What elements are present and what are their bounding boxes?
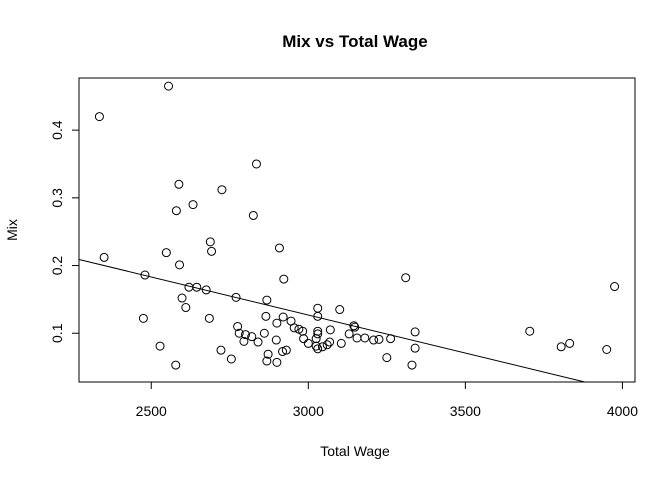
plot-frame bbox=[78, 77, 636, 383]
data-point bbox=[175, 260, 185, 270]
data-point bbox=[174, 179, 184, 189]
data-point bbox=[407, 360, 417, 370]
data-point bbox=[140, 270, 150, 280]
data-point bbox=[216, 345, 226, 355]
y-axis: 0.1 0.2 0.3 0.4 bbox=[49, 120, 80, 343]
data-point bbox=[279, 274, 289, 284]
data-point bbox=[164, 81, 174, 91]
data-point bbox=[374, 334, 384, 344]
data-point bbox=[171, 206, 181, 216]
data-point bbox=[261, 311, 271, 321]
data-point bbox=[311, 341, 321, 351]
data-point bbox=[602, 345, 612, 355]
data-point bbox=[278, 347, 288, 357]
data-point bbox=[322, 340, 332, 350]
data-point bbox=[251, 159, 261, 169]
data-point bbox=[299, 334, 309, 344]
data-point bbox=[325, 325, 335, 335]
data-point bbox=[233, 321, 243, 331]
y-tick-label: 0.4 bbox=[49, 120, 65, 140]
x-tick-label: 4000 bbox=[607, 403, 638, 419]
data-point bbox=[274, 243, 284, 253]
data-point bbox=[217, 185, 227, 195]
data-point bbox=[201, 285, 211, 295]
data-point bbox=[272, 318, 282, 328]
x-axis-label: Total Wage bbox=[320, 443, 390, 459]
data-point bbox=[205, 237, 215, 247]
data-point bbox=[171, 360, 181, 370]
data-point bbox=[177, 293, 187, 303]
data-point bbox=[271, 335, 281, 345]
data-point bbox=[336, 338, 346, 348]
data-point bbox=[313, 303, 323, 313]
data-point bbox=[556, 342, 566, 352]
data-point bbox=[349, 321, 359, 331]
data-point bbox=[313, 329, 323, 339]
data-point bbox=[410, 343, 420, 353]
data-point bbox=[259, 328, 269, 338]
data-point bbox=[272, 357, 282, 367]
data-point bbox=[325, 337, 335, 347]
chart-title: Mix vs Total Wage bbox=[282, 32, 427, 51]
data-point bbox=[311, 334, 321, 344]
data-point bbox=[278, 312, 288, 322]
data-point bbox=[262, 295, 272, 305]
data-point bbox=[360, 333, 370, 343]
data-point bbox=[99, 252, 109, 262]
data-point bbox=[234, 328, 244, 338]
data-point bbox=[240, 330, 250, 340]
data-point bbox=[247, 332, 257, 342]
data-point bbox=[181, 303, 191, 313]
data-point bbox=[248, 210, 258, 220]
data-point bbox=[94, 112, 104, 122]
data-point bbox=[382, 353, 392, 363]
data-point bbox=[281, 345, 291, 355]
data-point bbox=[289, 323, 299, 333]
data-point bbox=[610, 282, 620, 292]
y-tick-label: 0.1 bbox=[49, 323, 65, 343]
data-point bbox=[313, 344, 323, 354]
data-point bbox=[263, 349, 273, 359]
x-tick-label: 2500 bbox=[136, 403, 167, 419]
data-points bbox=[94, 81, 620, 370]
data-point bbox=[401, 273, 411, 283]
x-tick-label: 3500 bbox=[450, 403, 481, 419]
x-axis: 2500 3000 3500 4000 bbox=[136, 381, 638, 419]
data-point bbox=[226, 354, 236, 364]
y-tick-label: 0.3 bbox=[49, 188, 65, 208]
data-point bbox=[344, 329, 354, 339]
data-point bbox=[303, 338, 313, 348]
data-point bbox=[253, 337, 263, 347]
data-point bbox=[369, 335, 379, 345]
data-point bbox=[262, 356, 272, 366]
data-point bbox=[138, 313, 148, 323]
data-point bbox=[239, 336, 249, 346]
data-point bbox=[352, 333, 362, 343]
data-point bbox=[525, 326, 535, 336]
data-point bbox=[207, 246, 217, 256]
data-point bbox=[231, 292, 241, 302]
regression-line bbox=[78, 258, 585, 383]
x-tick-label: 3000 bbox=[293, 403, 324, 419]
data-point bbox=[317, 342, 327, 352]
data-point bbox=[410, 327, 420, 337]
y-axis-label: Mix bbox=[4, 219, 20, 241]
data-point bbox=[565, 338, 575, 348]
y-tick-label: 0.2 bbox=[49, 256, 65, 276]
regression-line-group bbox=[78, 258, 585, 383]
data-point bbox=[155, 341, 165, 351]
data-point bbox=[335, 305, 345, 315]
data-point bbox=[188, 200, 198, 210]
data-point bbox=[204, 313, 214, 323]
data-point bbox=[161, 248, 171, 258]
